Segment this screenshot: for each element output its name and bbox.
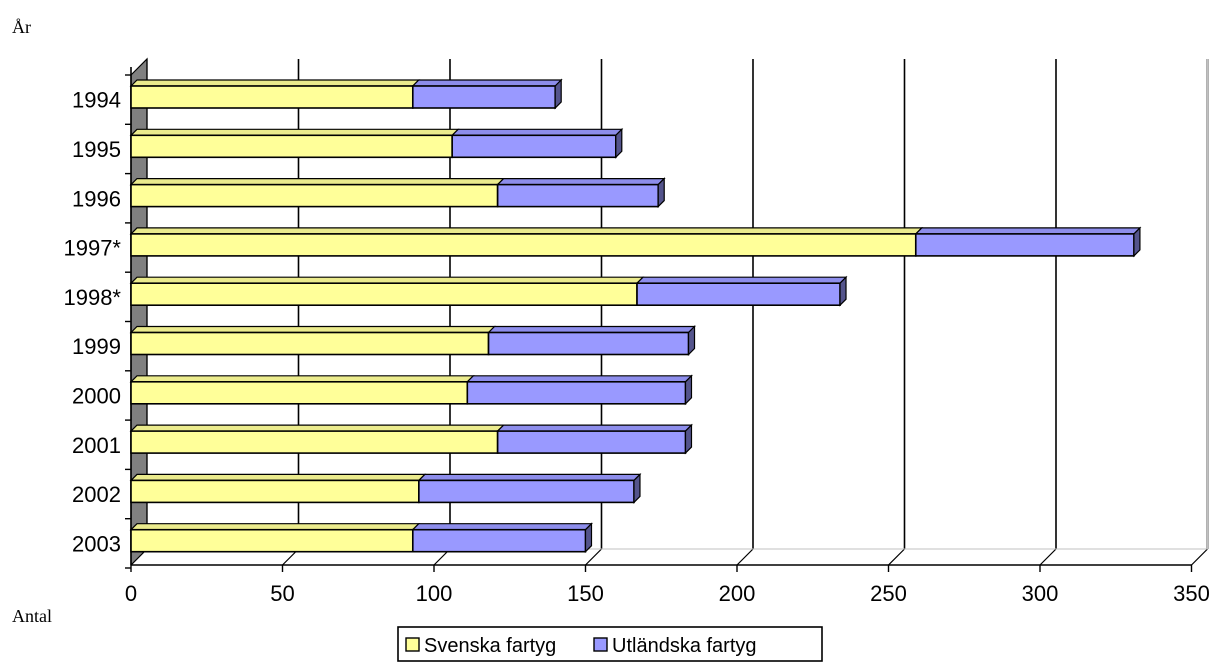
legend-swatch-1 bbox=[593, 637, 608, 652]
bar-top-2001-1 bbox=[496, 424, 693, 432]
y-tick-label: 1999 bbox=[72, 334, 121, 359]
bar-top-1994-1 bbox=[411, 79, 563, 87]
bar-top-1998*-1 bbox=[635, 276, 848, 284]
bar-1999-svenska bbox=[130, 331, 490, 356]
bar-top-2002-0 bbox=[129, 473, 427, 481]
bar-2001-utlandska bbox=[496, 430, 687, 454]
bar-end-1994 bbox=[554, 78, 562, 110]
bar-end-1995 bbox=[615, 127, 623, 159]
y-axis-title: År bbox=[12, 17, 31, 37]
bar-group-2000 bbox=[129, 374, 693, 406]
bar-top-2000-1 bbox=[465, 375, 693, 383]
bar-1994-utlandska bbox=[411, 85, 557, 109]
bar-top-2001-0 bbox=[129, 424, 506, 432]
legend-label-0: Svenska fartyg bbox=[424, 635, 556, 657]
bar-end-1996 bbox=[657, 177, 665, 209]
legend: Svenska fartyg Utländska fartyg bbox=[397, 626, 823, 662]
floor-gridline-150 bbox=[585, 548, 602, 566]
bar-group-1997* bbox=[129, 226, 1142, 258]
bar-end-2000 bbox=[684, 374, 693, 406]
x-tick-label: 200 bbox=[719, 581, 756, 606]
bar-top-2002-1 bbox=[417, 473, 642, 481]
legend-box bbox=[397, 626, 823, 662]
y-tick-label: 1994 bbox=[72, 88, 121, 113]
x-tick-label: 50 bbox=[270, 581, 294, 606]
legend-swatch-0 bbox=[405, 637, 420, 652]
bar-group-2003 bbox=[129, 522, 593, 554]
bar-1996-utlandska bbox=[496, 183, 660, 208]
bar-2002-utlandska bbox=[418, 479, 635, 504]
y-tick-label: 1997* bbox=[63, 236, 121, 261]
y-tick-label: 2002 bbox=[72, 482, 121, 507]
bar-top-1994-0 bbox=[129, 79, 421, 87]
bar-group-1998* bbox=[129, 275, 848, 307]
bar-2003-svenska bbox=[130, 528, 414, 553]
bar-1999-utlandska bbox=[487, 331, 690, 356]
x-axis-title: Antal bbox=[12, 606, 52, 626]
bar-end-2002 bbox=[633, 472, 641, 504]
bar-top-1997*-1 bbox=[914, 227, 1142, 235]
bar-end-2001 bbox=[684, 423, 693, 455]
y-tick-label: 1998* bbox=[63, 285, 121, 310]
bar-2000-utlandska bbox=[466, 380, 687, 405]
bar-1994-svenska bbox=[130, 85, 414, 109]
bars bbox=[129, 78, 1142, 554]
bar-group-2002 bbox=[129, 472, 642, 504]
legend-label-1: Utländska fartyg bbox=[612, 635, 757, 657]
bar-1996-svenska bbox=[130, 183, 499, 208]
bar-group-1994 bbox=[129, 78, 563, 110]
x-tick-label: 300 bbox=[1022, 581, 1059, 606]
bar-top-1999-0 bbox=[129, 325, 496, 334]
bar-top-1995-0 bbox=[129, 128, 460, 136]
bar-top-2003-1 bbox=[411, 523, 593, 531]
bar-end-2003 bbox=[584, 522, 593, 554]
x-tick-label: 150 bbox=[567, 581, 604, 606]
bar-2001-svenska bbox=[130, 430, 499, 454]
bar-2002-svenska bbox=[130, 479, 420, 504]
bar-group-1996 bbox=[129, 177, 666, 209]
bar-1995-svenska bbox=[130, 134, 453, 159]
y-tick-label: 1995 bbox=[72, 137, 121, 162]
y-tick-label: 1996 bbox=[72, 186, 121, 211]
bar-top-1997*-0 bbox=[129, 227, 924, 235]
y-tick-label: 2003 bbox=[72, 531, 121, 556]
bar-top-1996-0 bbox=[129, 178, 506, 186]
bar-end-1998* bbox=[839, 275, 847, 307]
bar-group-2001 bbox=[129, 423, 693, 455]
floor-gridline-350 bbox=[1191, 548, 1208, 566]
bar-1998*-svenska bbox=[130, 282, 638, 307]
bar-end-1999 bbox=[687, 325, 696, 356]
y-tick-label: 2000 bbox=[72, 383, 121, 408]
bar-end-1997* bbox=[1133, 226, 1141, 258]
bar-2003-utlandska bbox=[411, 528, 587, 553]
bar-top-1998*-0 bbox=[129, 276, 645, 284]
bar-1998*-utlandska bbox=[636, 282, 841, 307]
y-tick-label: 2001 bbox=[72, 433, 121, 458]
floor-gridline-250 bbox=[888, 548, 905, 566]
bar-1995-utlandska bbox=[451, 134, 617, 159]
bar-top-1996-1 bbox=[496, 178, 666, 186]
bar-top-1999-1 bbox=[487, 325, 696, 334]
bar-top-1995-1 bbox=[450, 128, 624, 136]
y-tick-labels: 1994 1995 1996 1997* 1998* 1999 2000 2001 2002 20… bbox=[63, 88, 121, 557]
bar-group-1995 bbox=[129, 127, 624, 159]
x-tick-label: 350 bbox=[1173, 581, 1210, 606]
bar-top-2003-0 bbox=[129, 523, 421, 531]
bar-2000-svenska bbox=[130, 380, 469, 405]
bar-group-1999 bbox=[129, 325, 696, 356]
x-tick-labels: 0 50 100 150 200 250 300 350 bbox=[125, 581, 1210, 606]
bar-1997*-utlandska bbox=[914, 233, 1135, 257]
floor-gridline-200 bbox=[736, 548, 754, 566]
bar-1997*-svenska bbox=[130, 233, 917, 257]
x-tick-label: 250 bbox=[870, 581, 907, 606]
bar-top-2000-0 bbox=[129, 375, 475, 383]
floor-gridline-300 bbox=[1039, 548, 1057, 566]
x-tick-label: 100 bbox=[416, 581, 453, 606]
x-tick-label: 0 bbox=[125, 581, 137, 606]
